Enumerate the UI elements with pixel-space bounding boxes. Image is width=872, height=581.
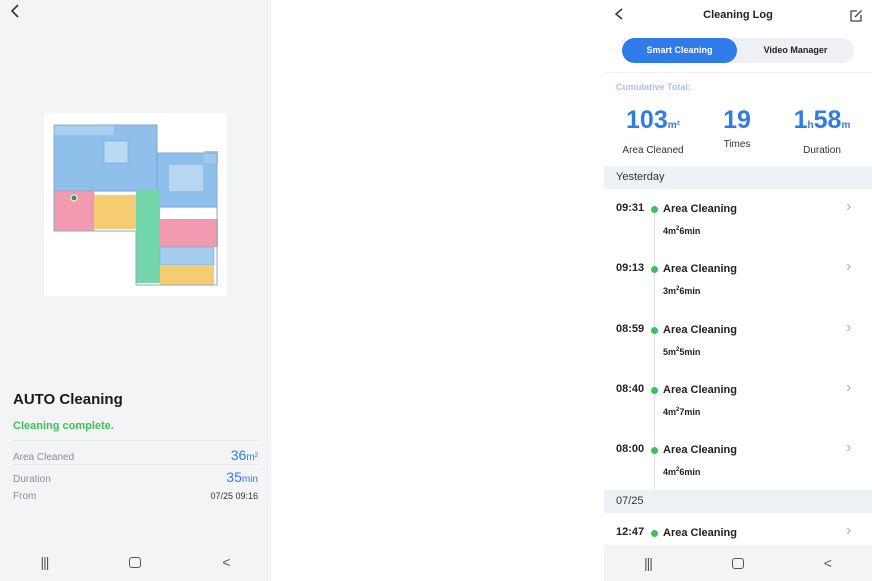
area-cleaned-row: Area Cleaned 36m²: [13, 440, 258, 464]
entry-detail: 5m25min: [663, 346, 701, 357]
chevron-right-icon: ›: [846, 522, 852, 539]
log-entry[interactable]: 08:00 Area Cleaning 4m26min ›: [604, 439, 872, 499]
entry-time: 09:13: [616, 262, 645, 275]
entry-time: 08:59: [616, 322, 645, 335]
entry-detail: 4m26min: [663, 467, 701, 478]
system-nav-bar: ||| <: [604, 545, 872, 581]
from-row: From 07/25 09:16: [13, 488, 258, 508]
timeline-line: [654, 210, 655, 490]
edit-icon: [850, 10, 862, 22]
log-entry[interactable]: 12:47 Area Cleaning ›: [604, 522, 872, 581]
stat-duration: 1h58m Duration: [784, 106, 860, 156]
chevron-right-icon: ›: [846, 318, 852, 336]
chevron-right-icon: ›: [846, 258, 852, 276]
chevron-right-icon: ›: [846, 378, 852, 396]
entry-time: 09:31: [616, 202, 645, 214]
status-dot: [651, 266, 658, 274]
entry-detail: 4m26min: [663, 226, 701, 236]
stat-duration-label: Duration: [803, 145, 841, 156]
cleaning-status: Cleaning complete.: [13, 420, 114, 432]
status-dot: [651, 206, 658, 213]
entry-name: Area Cleaning: [663, 263, 737, 276]
from-value: 07/25 09:16: [210, 491, 258, 501]
home-button[interactable]: [731, 557, 744, 569]
chevron-left-icon: [614, 8, 623, 20]
recents-button[interactable]: |||: [40, 554, 49, 570]
chevron-left-icon: [10, 4, 19, 18]
chevron-right-icon: ›: [846, 439, 852, 457]
log-entry[interactable]: 08:59 Area Cleaning 5m25min ›: [604, 319, 872, 379]
header: Cleaning Log: [604, 0, 872, 32]
area-cleaned-value: 36m²: [230, 447, 258, 463]
stat-times-value: 19: [723, 106, 751, 134]
cleaning-detail-panel: AUTO Cleaning Cleaning complete. Area Cl…: [0, 0, 271, 581]
entry-time: 08:00: [616, 443, 645, 456]
stat-area-value: 103m²: [626, 106, 680, 134]
entry-detail: 4m27min: [663, 406, 701, 417]
area-cleaned-label: Area Cleaned: [13, 452, 75, 463]
entry-time: 08:40: [616, 382, 645, 395]
tab-bar: Smart Cleaning Video Manager: [622, 38, 854, 63]
stat-duration-value: 1h58m: [793, 106, 851, 134]
duration-value: 35min: [226, 469, 258, 485]
entry-name: Area Cleaning: [663, 527, 737, 539]
section-header-0725: 07/25: [604, 490, 872, 513]
chevron-right-icon: ›: [846, 198, 852, 215]
cleaning-title: AUTO Cleaning: [13, 391, 123, 408]
cumulative-label: Cumulative Total:: [616, 82, 691, 92]
entry-detail: 3m26min: [663, 286, 701, 297]
status-dot: [651, 386, 658, 394]
back-button[interactable]: [613, 6, 625, 26]
tab-video-manager[interactable]: Video Manager: [763, 45, 828, 55]
entry-time: 12:47: [616, 526, 645, 538]
status-dot: [651, 530, 658, 537]
stat-times: 19 Times: [707, 106, 767, 150]
cleaning-map[interactable]: [44, 113, 227, 296]
edit-button[interactable]: [849, 9, 863, 23]
divider: [604, 72, 872, 73]
log-entry[interactable]: 08:40 Area Cleaning 4m27min ›: [604, 379, 872, 439]
system-nav-bar: ||| <: [0, 543, 271, 581]
entry-name: Area Cleaning: [663, 444, 737, 457]
duration-label: Duration: [13, 474, 51, 485]
recents-button[interactable]: |||: [643, 555, 653, 571]
page-title: Cleaning Log: [703, 9, 773, 21]
entry-name: Area Cleaning: [663, 383, 737, 396]
from-label: From: [13, 491, 37, 502]
stat-times-label: Times: [723, 139, 751, 150]
section-header-yesterday: Yesterday: [604, 166, 872, 189]
duration-row: Duration 35min: [13, 464, 258, 488]
nav-back-button[interactable]: <: [222, 554, 231, 570]
status-dot: [651, 447, 658, 455]
status-dot: [651, 326, 658, 334]
stat-area: 103m² Area Cleaned: [614, 106, 692, 156]
nav-back-button[interactable]: <: [823, 555, 832, 571]
entry-name: Area Cleaning: [663, 323, 737, 336]
log-entry[interactable]: 09:13 Area Cleaning 3m26min ›: [604, 258, 872, 318]
home-button[interactable]: [129, 556, 142, 568]
stat-area-label: Area Cleaned: [622, 145, 684, 156]
tab-smart-cleaning[interactable]: Smart Cleaning: [622, 38, 737, 63]
log-entry[interactable]: 09:31 Area Cleaning 4m26min ›: [604, 198, 872, 258]
entry-name: Area Cleaning: [663, 203, 737, 215]
cleaning-log-panel: Cleaning Log Smart Cleaning Video Manage…: [604, 0, 872, 581]
map-image: [53, 124, 218, 286]
back-button[interactable]: [8, 2, 28, 22]
